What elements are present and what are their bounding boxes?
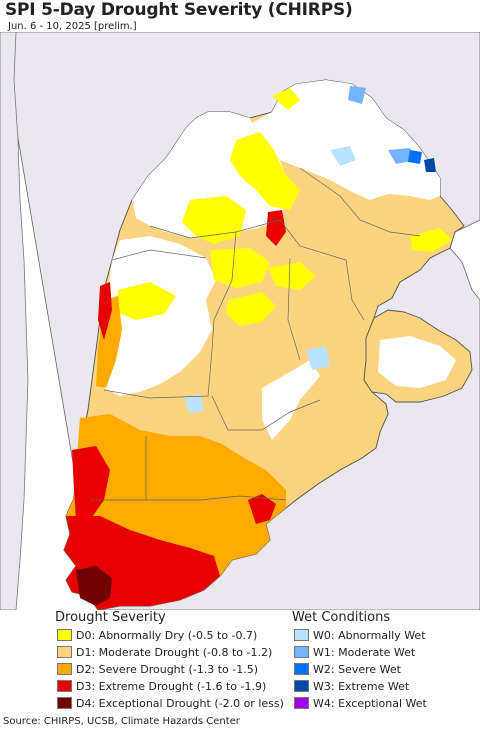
central-normal-area xyxy=(100,236,216,396)
d0-patches xyxy=(116,88,452,326)
swatch-w2 xyxy=(294,663,309,675)
legend-item-d2: D2: Severe Drought (-1.3 to -1.5) xyxy=(57,661,258,677)
swatch-d1 xyxy=(57,646,72,658)
map-svg xyxy=(0,32,480,610)
province-borders xyxy=(90,167,421,501)
swatch-d2 xyxy=(57,663,72,675)
legend-label-d1: D1: Moderate Drought (-0.8 to -1.2) xyxy=(76,645,273,659)
swatch-d4 xyxy=(57,697,72,709)
north-normal-area xyxy=(236,80,440,200)
swatch-w4 xyxy=(294,697,309,709)
legend-item-w2: W2: Severe Wet xyxy=(294,661,401,677)
east-central-normal-area xyxy=(262,360,320,440)
legend-item-w4: W4: Exceptional Wet xyxy=(294,695,427,711)
map-subtitle: Jun. 6 - 10, 2025 [prelim.] xyxy=(8,21,137,32)
legend-label-d4: D4: Exceptional Drought (-2.0 or less) xyxy=(76,696,284,710)
legend-item-d4: D4: Exceptional Drought (-2.0 or less) xyxy=(57,695,284,711)
legend-item-w0: W0: Abnormally Wet xyxy=(294,627,426,643)
legend-item-d1: D1: Moderate Drought (-0.8 to -1.2) xyxy=(57,644,272,660)
legend: Drought Severity Wet Conditions D0: Abno… xyxy=(0,610,480,710)
source-credit: Source: CHIRPS, UCSB, Climate Hazards Ce… xyxy=(3,716,240,727)
legend-item-d0: D0: Abnormally Dry (-0.5 to -0.7) xyxy=(57,627,257,643)
legend-label-d3: D3: Extreme Drought (-1.6 to -1.9) xyxy=(76,679,267,693)
chile-coast xyxy=(0,32,29,610)
swatch-d0 xyxy=(57,629,72,641)
uruguay-normal xyxy=(378,336,456,388)
drought-legend-title: Drought Severity xyxy=(55,610,166,625)
map-title: SPI 5-Day Drought Severity (CHIRPS) xyxy=(5,0,353,20)
swatch-d3 xyxy=(57,680,72,692)
legend-item-d3: D3: Extreme Drought (-1.6 to -1.9) xyxy=(57,678,266,694)
d4-patch xyxy=(76,566,112,606)
swatch-w1 xyxy=(294,646,309,658)
legend-item-w3: W3: Extreme Wet xyxy=(294,678,409,694)
drought-map xyxy=(0,32,480,610)
wet-legend-title: Wet Conditions xyxy=(292,610,391,625)
legend-label-w4: W4: Exceptional Wet xyxy=(313,696,427,710)
legend-label-w0: W0: Abnormally Wet xyxy=(313,628,426,642)
legend-label-d0: D0: Abnormally Dry (-0.5 to -0.7) xyxy=(76,628,258,642)
legend-label-d2: D2: Severe Drought (-1.3 to -1.5) xyxy=(76,662,259,676)
wet-patches xyxy=(184,86,436,414)
legend-label-w2: W2: Severe Wet xyxy=(313,662,401,676)
swatch-w3 xyxy=(294,680,309,692)
swatch-w0 xyxy=(294,629,309,641)
legend-item-w1: W1: Moderate Wet xyxy=(294,644,415,660)
legend-label-w1: W1: Moderate Wet xyxy=(313,645,416,659)
legend-label-w3: W3: Extreme Wet xyxy=(313,679,410,693)
